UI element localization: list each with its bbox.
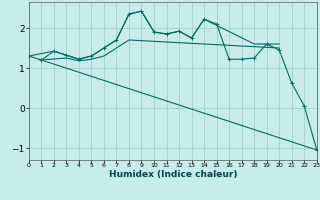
X-axis label: Humidex (Indice chaleur): Humidex (Indice chaleur) — [108, 170, 237, 179]
